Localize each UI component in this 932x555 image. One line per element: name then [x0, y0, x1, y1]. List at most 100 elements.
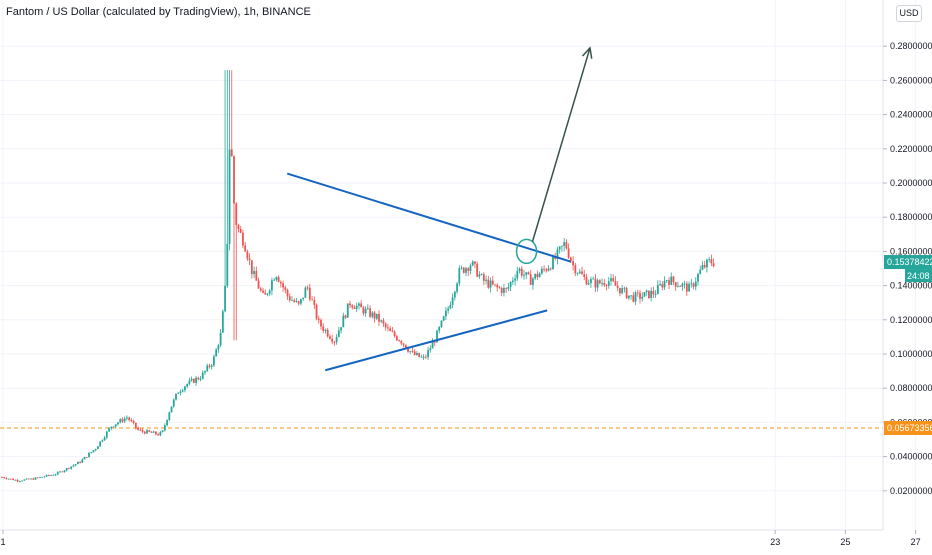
- currency-button[interactable]: USD: [896, 5, 922, 22]
- countdown-label: 24:08: [907, 271, 930, 281]
- candle-body: [395, 336, 398, 341]
- candle-body: [210, 365, 213, 367]
- candle-body: [255, 271, 258, 281]
- candle-body: [409, 351, 412, 353]
- candle-body: [554, 256, 557, 259]
- candle-body: [177, 392, 180, 394]
- candle-body: [679, 286, 682, 288]
- candle-body: [237, 224, 240, 229]
- candle-body: [284, 287, 287, 290]
- candle-body: [159, 431, 162, 436]
- candle-body: [581, 271, 583, 275]
- candle-body: [572, 261, 574, 266]
- candle-body: [683, 283, 686, 285]
- candle-body: [393, 331, 396, 337]
- candle-body: [161, 430, 164, 432]
- candle-body: [27, 478, 30, 480]
- candle-body: [625, 287, 628, 299]
- candle-body: [382, 320, 385, 324]
- candle-body: [656, 284, 659, 295]
- candle-body: [563, 242, 566, 246]
- price-tick-label: 0.28000000: [890, 41, 932, 51]
- candle-body: [487, 279, 490, 288]
- candle-body: [607, 281, 610, 286]
- candle-body: [489, 280, 492, 288]
- candle-body: [85, 457, 88, 458]
- candle-body: [148, 430, 151, 432]
- candle-body: [50, 475, 52, 476]
- candle-body: [610, 278, 612, 282]
- candle-body: [661, 284, 664, 288]
- candle-body: [224, 285, 226, 312]
- candle-body: [665, 280, 668, 281]
- upper-trendline: [286, 172, 572, 263]
- candle-body: [311, 299, 313, 301]
- time-tick-label: 23: [770, 537, 780, 547]
- candle-body: [402, 343, 405, 345]
- candle-body: [14, 479, 17, 481]
- candle-body: [297, 301, 300, 304]
- candle-body: [639, 292, 641, 299]
- candle-body: [456, 283, 458, 292]
- candle-body: [445, 310, 447, 317]
- candle-body: [518, 268, 521, 272]
- candle-body: [308, 287, 311, 300]
- candle-body: [271, 280, 273, 291]
- candle-body: [41, 476, 44, 478]
- candle-body: [273, 279, 276, 281]
- candle-body: [601, 282, 603, 284]
- candle-body: [404, 344, 407, 349]
- candle-body: [108, 428, 110, 432]
- candle-body: [143, 431, 146, 434]
- candle-body: [485, 279, 487, 281]
- candle-body: [163, 425, 166, 431]
- candle-body: [351, 305, 354, 308]
- candle-body: [92, 450, 95, 453]
- candle-body: [199, 378, 202, 380]
- candle-body: [494, 284, 496, 286]
- candle-body: [10, 478, 12, 480]
- candle-body: [186, 384, 189, 387]
- horizontal-level-label-bg: [884, 420, 932, 435]
- candle-body: [110, 426, 113, 429]
- candle-body: [291, 300, 293, 302]
- candle-body: [76, 461, 79, 465]
- candle-body: [324, 329, 327, 331]
- candle-body: [315, 304, 318, 319]
- candle-body: [362, 307, 365, 314]
- candle-body: [349, 303, 351, 306]
- candle-body: [179, 391, 182, 393]
- candle-body: [114, 424, 117, 427]
- candle-body: [282, 283, 284, 288]
- candle-body: [342, 315, 345, 328]
- candle-body: [708, 259, 711, 261]
- price-axis: 0.020000000.040000000.060000000.08000000…: [882, 0, 932, 530]
- candle-body: [70, 466, 73, 469]
- candle-body: [578, 271, 581, 274]
- candle-body: [391, 331, 394, 332]
- candle-body: [190, 378, 193, 381]
- candle-body: [648, 290, 650, 299]
- candle-body: [320, 319, 322, 327]
- candle-body: [538, 273, 541, 278]
- candle-body: [358, 303, 360, 306]
- candle-body: [636, 292, 639, 294]
- candle-body: [384, 323, 387, 328]
- breakout-arrow: [531, 47, 591, 242]
- candle-body: [119, 419, 122, 423]
- candle-body: [438, 327, 441, 331]
- candle-body: [206, 365, 209, 371]
- candle-body: [12, 478, 15, 481]
- candle-body: [520, 268, 523, 276]
- candle-body: [146, 430, 148, 434]
- candle-body: [331, 338, 334, 342]
- candle-body: [590, 279, 592, 284]
- candle-body: [427, 350, 429, 358]
- candle-body: [166, 419, 168, 426]
